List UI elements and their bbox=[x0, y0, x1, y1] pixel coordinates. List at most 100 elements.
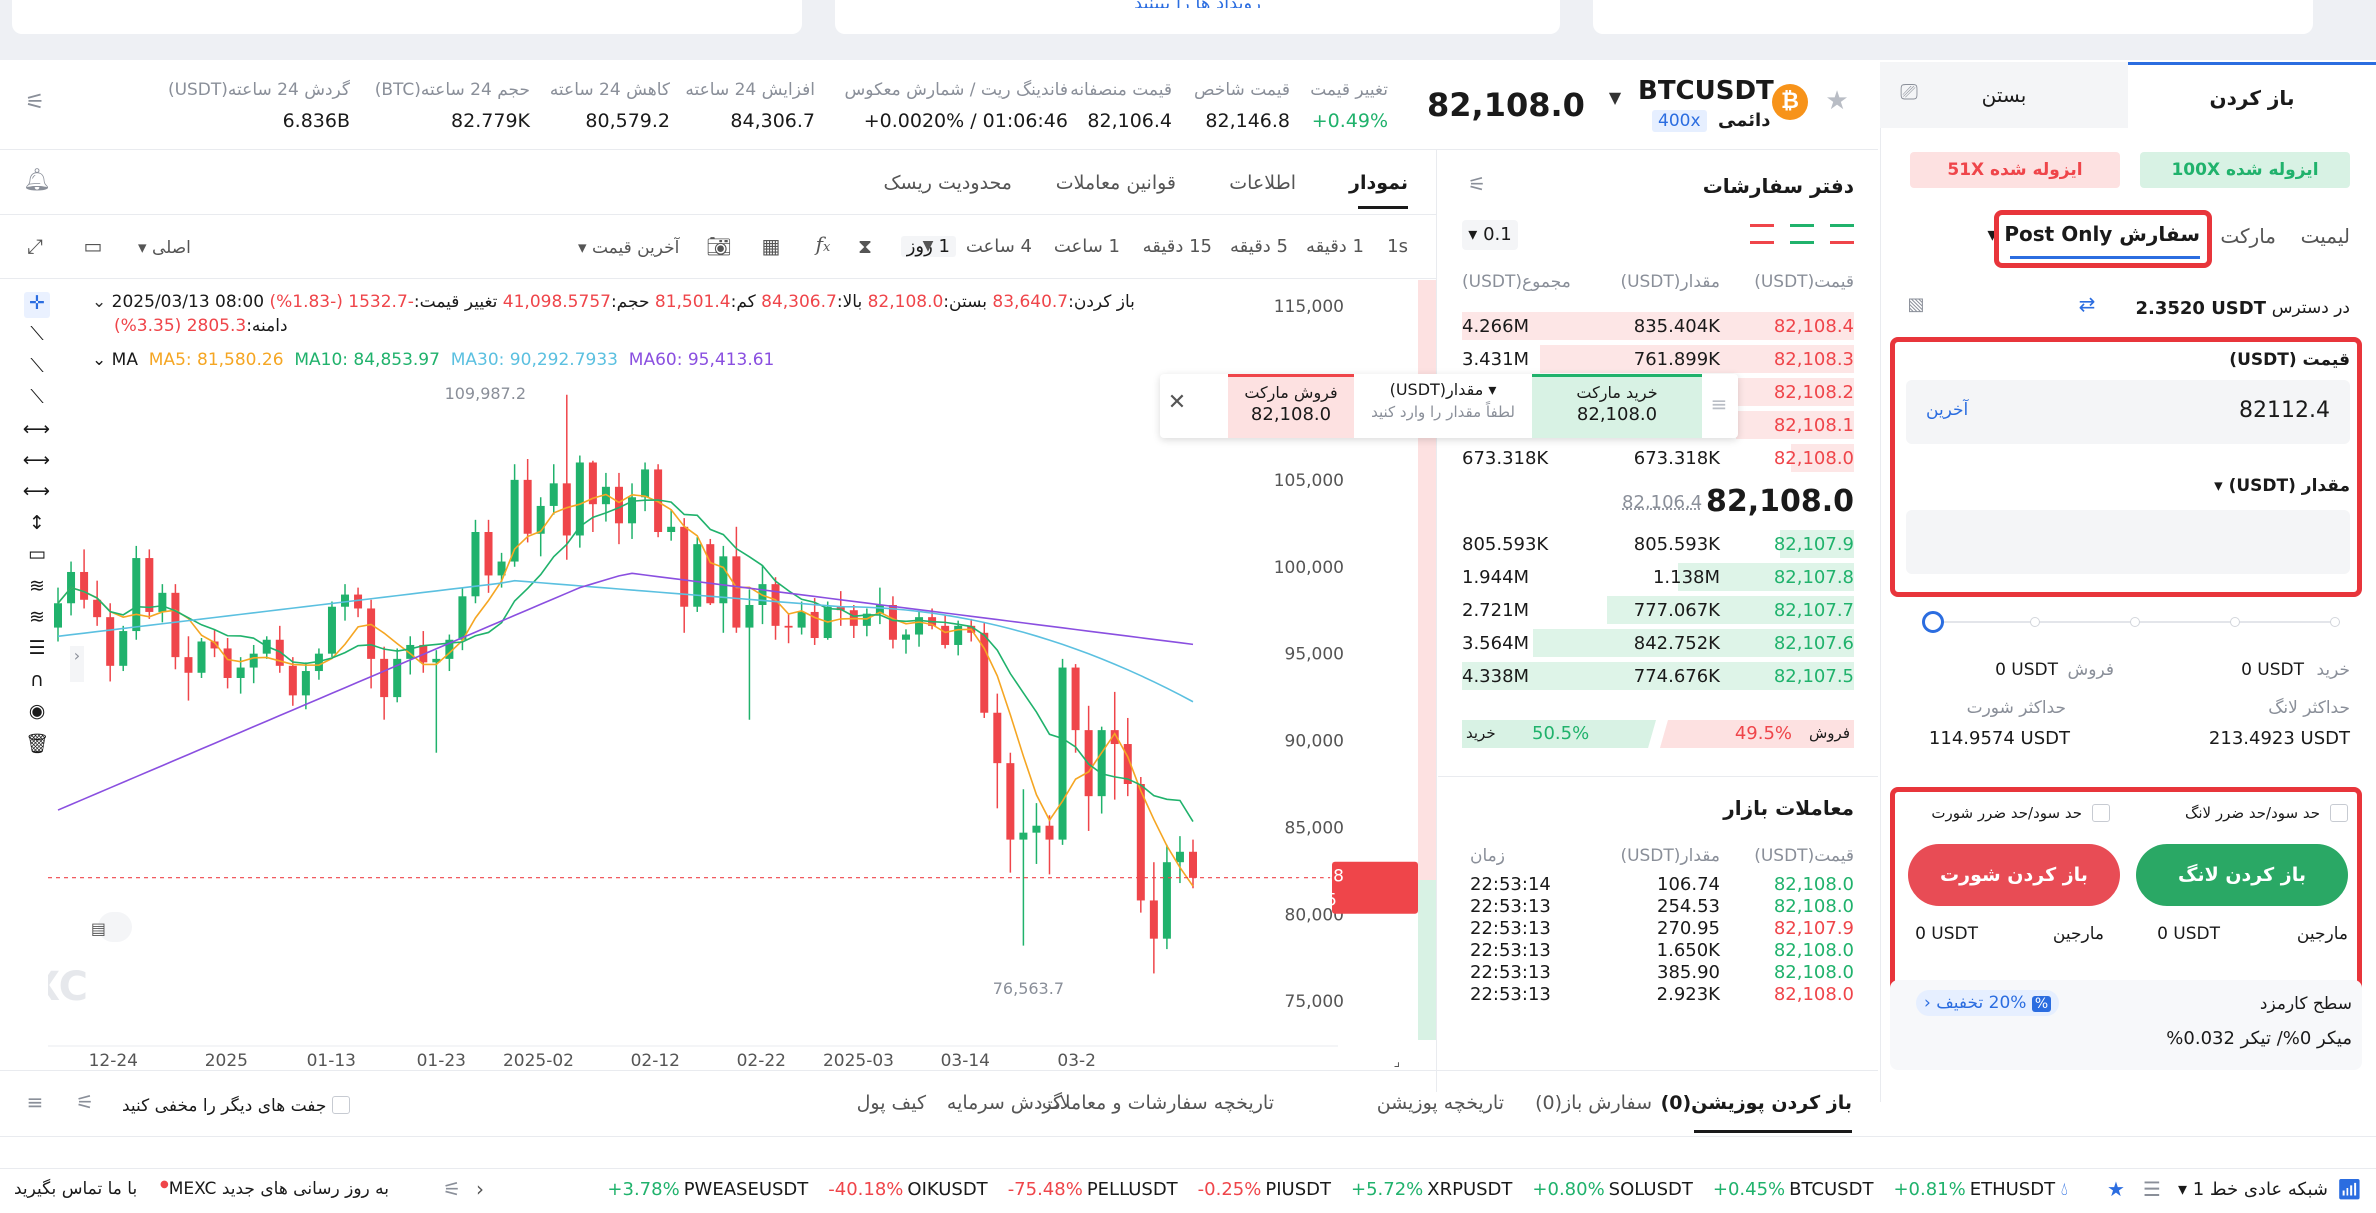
orderbook-view-both-icon[interactable] bbox=[1830, 224, 1854, 244]
chart-layout-icon[interactable]: ▭ bbox=[83, 234, 103, 258]
orderbook-settings-icon[interactable]: ⚟ bbox=[1468, 172, 1486, 196]
slider-step[interactable] bbox=[2330, 617, 2340, 627]
symbol-name[interactable]: BTCUSDT bbox=[1638, 76, 1774, 106]
timeframe-item[interactable]: 15 دقیقه bbox=[1142, 236, 1212, 257]
crosshair-icon[interactable]: ✛ bbox=[24, 292, 50, 318]
ticker-item[interactable]: -40.18% OIKUSDT bbox=[828, 1179, 987, 1200]
timeframe-item[interactable]: 1 دقیقه bbox=[1306, 236, 1364, 257]
bottom-tab[interactable]: گردش سرمایه bbox=[946, 1092, 1062, 1114]
amount-slider[interactable] bbox=[1922, 610, 2340, 634]
pattern-icon[interactable]: ≋ bbox=[29, 606, 45, 628]
resize-corner-icon[interactable]: ⌟ bbox=[1393, 1054, 1400, 1070]
margin-short-badge[interactable]: ایزوله شده 51X bbox=[1910, 152, 2120, 188]
chart-tab[interactable]: قوانین معاملات bbox=[1055, 172, 1176, 194]
timeframe-dropdown-icon[interactable]: ▼ bbox=[922, 238, 934, 254]
calculator-icon[interactable]: ⎚ bbox=[1900, 80, 1918, 105]
trash-icon[interactable]: 🗑︎ bbox=[24, 732, 50, 755]
bid-row[interactable]: 82,107.6 842.752K 3.564M bbox=[1462, 629, 1854, 659]
fullscreen-icon[interactable]: ⤢ bbox=[27, 234, 43, 258]
bid-row[interactable]: 82,107.8 1.138M 1.944M bbox=[1462, 563, 1854, 593]
bottom-tab[interactable]: باز کردن پوزیشن(0) bbox=[1660, 1092, 1852, 1114]
price-input[interactable]: 82112.4 آخرین bbox=[1906, 380, 2350, 444]
parallel-channel-icon[interactable]: ⟷ bbox=[22, 480, 50, 503]
extended-line-icon[interactable]: ⟋ bbox=[30, 386, 44, 409]
quick-buy-market[interactable]: خرید مارکت 82,108.0 bbox=[1532, 374, 1702, 438]
bid-row[interactable]: 82,107.7 777.067K 2.721M bbox=[1462, 596, 1854, 626]
order-type-limit[interactable]: لیمیت bbox=[2300, 224, 2350, 248]
chart-tab[interactable]: اطلاعات bbox=[1229, 172, 1296, 194]
price-last-button[interactable]: آخرین bbox=[1926, 400, 1969, 420]
settings-sliders-icon[interactable]: ⚟ bbox=[25, 90, 45, 115]
quick-qty-field[interactable]: ▾ مقدار(USDT) لطفاً مقدار را وارد کنید bbox=[1360, 374, 1526, 438]
chart-tab[interactable]: نمودار bbox=[1349, 172, 1408, 194]
qty-label[interactable]: مقدار (USDT) ▾ bbox=[2214, 476, 2350, 496]
symbol-dropdown-icon[interactable]: ▼ bbox=[1608, 88, 1622, 107]
list-icon[interactable]: ☰ bbox=[2143, 1177, 2161, 1201]
visibility-eye-icon[interactable]: ◉ bbox=[28, 700, 46, 723]
menu-icon[interactable]: ≡ bbox=[26, 1090, 44, 1114]
order-type-market[interactable]: مارکت bbox=[2220, 224, 2276, 248]
calc-icon[interactable]: ▧ bbox=[1907, 294, 1925, 315]
vertical-line-icon[interactable]: ↕ bbox=[29, 511, 45, 534]
ask-row[interactable]: 82,108.4 835.404K 4.266M bbox=[1462, 312, 1854, 342]
hide-pairs-checkbox[interactable] bbox=[332, 1096, 350, 1114]
banner-card[interactable]: رویداد ها را ببینید bbox=[835, 0, 1560, 34]
ruler-icon[interactable]: ▭ bbox=[28, 543, 46, 566]
horizontal-ray-icon[interactable]: ⟷ bbox=[22, 449, 50, 471]
collapse-toolbar-handle[interactable]: ‹ bbox=[70, 646, 84, 682]
ray-icon[interactable]: ⟋ bbox=[30, 354, 44, 377]
qty-input[interactable] bbox=[1906, 510, 2350, 574]
leverage-badge[interactable]: 400x bbox=[1652, 110, 1707, 132]
ask-row[interactable]: 82,108.1 bbox=[1462, 411, 1854, 441]
horizontal-line-icon[interactable]: ⟷ bbox=[22, 417, 50, 440]
ticker-item[interactable]: +0.81% ETHUSDT 💧︎ bbox=[1893, 1179, 2068, 1200]
chevron-left-icon[interactable]: ‹ bbox=[476, 1177, 484, 1201]
tpsl-long-checkbox[interactable] bbox=[2330, 804, 2348, 822]
bid-row[interactable]: 82,107.9 805.593K 805.593K bbox=[1462, 530, 1854, 560]
banner-link[interactable]: رویداد ها را ببینید bbox=[835, 0, 1560, 8]
ticker-item[interactable]: +0.80% SOLUSDT bbox=[1532, 1179, 1692, 1200]
bottom-tab[interactable]: تاریخچه سفارشات و معاملات bbox=[1041, 1092, 1274, 1114]
margin-long-badge[interactable]: ایزوله شده 100X bbox=[2140, 152, 2350, 188]
chart-settings-button[interactable] bbox=[98, 912, 132, 942]
ticker-item[interactable]: +0.45% BTCUSDT bbox=[1713, 1179, 1874, 1200]
ticker-settings-icon[interactable]: ⚟ bbox=[443, 1177, 461, 1201]
quick-sell-market[interactable]: فروش مارکت 82,108.0 bbox=[1228, 374, 1354, 438]
bottom-tab[interactable]: سفارش باز(0) bbox=[1535, 1092, 1652, 1114]
tab-open[interactable]: باز کردن bbox=[2128, 62, 2376, 128]
slider-knob[interactable] bbox=[1922, 611, 1944, 633]
price-type-select[interactable]: آخرین قیمت ▾ bbox=[578, 238, 680, 258]
chart-tab[interactable]: محدودیت ریسک bbox=[883, 172, 1012, 194]
timeframe-item[interactable]: 5 دقیقه bbox=[1230, 236, 1288, 257]
timeframe-item[interactable]: 1 ساعت bbox=[1053, 236, 1120, 257]
timeframe-item[interactable]: 4 ساعت bbox=[965, 236, 1032, 257]
close-icon[interactable]: ✕ bbox=[1167, 390, 1187, 415]
bottom-tab[interactable]: کیف پول bbox=[856, 1092, 926, 1114]
collapse-chevron-icon[interactable]: ⌄ bbox=[92, 292, 112, 312]
magnet-icon[interactable]: ∩ bbox=[30, 668, 44, 691]
ticker-item[interactable]: +5.72% XRPUSDT bbox=[1351, 1179, 1512, 1200]
slider-step[interactable] bbox=[2130, 617, 2140, 627]
trend-line-icon[interactable]: ⟋ bbox=[30, 323, 44, 346]
network-selector[interactable]: شبکه عادی خط 1 ▾ bbox=[2177, 1179, 2328, 1200]
open-long-button[interactable]: باز کردن لانگ bbox=[2136, 844, 2348, 906]
discount-badge[interactable]: % 20% تخفیف ‹ bbox=[1916, 990, 2060, 1016]
screenshot-camera-icon[interactable]: 📷︎ bbox=[706, 234, 732, 258]
ticker-item[interactable]: -75.48% PELLUSDT bbox=[1008, 1179, 1178, 1200]
drag-handle-icon[interactable]: ≡ bbox=[1710, 392, 1728, 416]
favorite-star-icon[interactable]: ★ bbox=[1825, 86, 1849, 116]
order-type-postonly[interactable]: سفارش Post Only ▾ bbox=[1987, 222, 2200, 246]
notification-bell-icon[interactable]: 🔔︎ bbox=[23, 168, 51, 193]
filter-sliders-icon[interactable]: ⚟ bbox=[76, 1090, 94, 1114]
layout-grid-icon[interactable]: ▦ bbox=[761, 234, 781, 258]
timeframe-item[interactable]: 1 روز bbox=[900, 236, 956, 257]
transfer-icon[interactable]: ⇄ bbox=[2078, 292, 2096, 316]
ask-row[interactable]: 82,108.0 673.318K 673.318K bbox=[1462, 444, 1854, 474]
tpsl-short-checkbox[interactable] bbox=[2092, 804, 2110, 822]
indicators-fx-icon[interactable]: fx bbox=[815, 232, 831, 256]
contact-link[interactable]: با ما تماس بگیرید bbox=[14, 1179, 138, 1199]
slider-step[interactable] bbox=[2030, 617, 2040, 627]
orderbook-view-bids-icon[interactable] bbox=[1790, 224, 1814, 244]
news-link[interactable]: به روز رسانی های جدید MEXC● bbox=[160, 1179, 389, 1199]
candlestick-type-icon[interactable]: ⧗ bbox=[857, 234, 873, 258]
